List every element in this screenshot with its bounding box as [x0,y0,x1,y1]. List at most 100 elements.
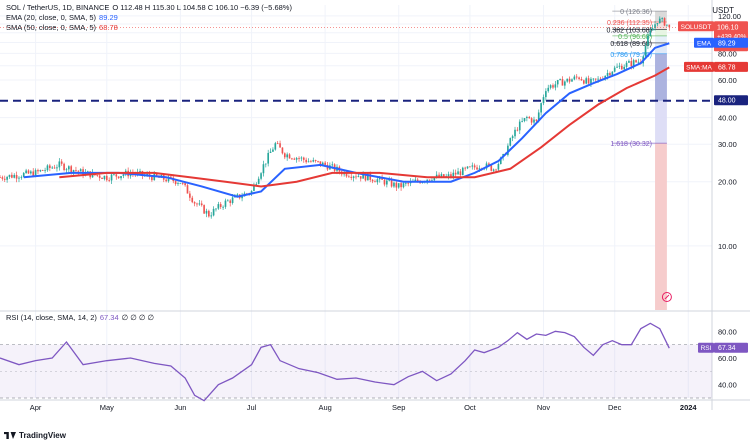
candle-body [537,112,540,121]
candle-body [395,182,398,188]
candle-body [269,151,272,153]
ema-legend[interactable]: EMA (20, close, 0, SMA, 5) [6,13,97,22]
candle-body [461,167,464,176]
candle-body [212,208,215,216]
rsi-tag-text: RSI [701,345,712,352]
candle-body [120,176,122,179]
candle-body [96,175,99,176]
candle-body [174,181,177,184]
candle-body [435,174,438,178]
candle-body [416,179,419,182]
sma-value-text: 68.78 [718,64,736,71]
tradingview-logo[interactable]: TradingView [4,431,66,440]
candle-body [535,119,538,121]
candle-body [542,97,545,104]
fib-zone [655,11,667,22]
candle-body [167,176,170,182]
tradingview-icon [4,432,16,439]
candle-body [497,163,500,170]
time-tick-label: Jun [174,403,186,412]
candle-body [345,172,348,177]
support-tag-text: 48.00 [718,98,736,105]
candle-body [405,182,407,184]
sma-legend[interactable]: SMA (50, close, 0, SMA, 5) [6,23,97,32]
candle-body [151,176,153,181]
main-legend: SOL / TetherUS, 1D, BINANCE O 112.48 H 11… [6,3,295,33]
candle-body [466,166,469,169]
fib-level-label: 0.618 (89.68) [610,41,652,48]
candle-body [397,183,400,188]
candle-body [117,176,120,179]
rsi-legend-value: 67.34 [99,313,119,322]
candle-body [310,161,312,163]
candle-body [105,175,108,181]
candle-body [654,24,656,29]
candle-body [98,175,101,178]
candle-body [476,167,478,170]
candle-body [492,169,495,171]
price-tick-label: 40.00 [718,114,737,123]
candle-body [552,85,554,88]
candle-body [402,183,405,188]
candle-body [191,197,194,203]
price-tick-label: 30.00 [718,140,737,149]
candle-body [616,66,618,68]
candle-body [222,206,224,208]
fibonacci-retracement[interactable]: 0 (126.36)0.236 (112.35)0.382 (103.68)0.… [606,9,667,310]
candle-body [177,183,179,184]
candle-body [431,180,433,182]
candle-body [376,179,379,183]
candle-body [490,165,493,171]
candle-body [286,154,289,158]
symbol-title: SOL / TetherUS, 1D, BINANCE [6,3,110,12]
ema-line [23,42,670,198]
candle-body [618,65,621,67]
moving-averages [23,42,670,198]
candle-body [528,116,531,119]
candle-body [298,158,300,159]
time-tick-label: Aug [318,403,331,412]
candle-body [623,66,626,70]
candle-body [549,85,552,88]
candle-body [79,169,82,172]
ema-tag-text: EMA [697,40,712,47]
candle-body [295,158,298,160]
candle-body [198,203,201,205]
candle-body [122,174,125,177]
candle-body [302,157,305,160]
candle-body [260,173,262,179]
candle-body [383,179,386,185]
candle-body [37,170,39,172]
fib-level-label: 1.618 (30.32) [610,141,652,148]
candle-body [571,79,573,82]
candle-body [276,143,279,145]
candle-body [331,164,334,166]
candle-body [666,24,668,26]
candle-body [113,174,115,176]
candle-body [257,178,260,184]
fib-level-label: 0.5 (96.68) [618,34,652,41]
candle-body [547,87,550,92]
candle-body [67,166,70,170]
candle-body [658,18,661,24]
candle-body [478,168,481,170]
candle-body [464,167,467,169]
candle-body [217,204,220,209]
candle-body [583,80,585,84]
candle-body [393,182,395,187]
candle-body [1,177,4,179]
candle-body [224,200,227,207]
candle-body [20,176,23,178]
candle-body [514,129,516,137]
candle-body [11,174,13,178]
candle-body [407,182,410,184]
candle-body [63,163,65,170]
rsi-legend-text[interactable]: RSI (14, close, SMA, 14, 2) [6,313,97,322]
candle-body [0,177,1,178]
candle-body [307,161,310,163]
candle-body [651,28,654,31]
candle-body [518,121,521,131]
candle-body [215,208,217,210]
fib-level-label: 0.382 (103.68) [606,27,652,34]
